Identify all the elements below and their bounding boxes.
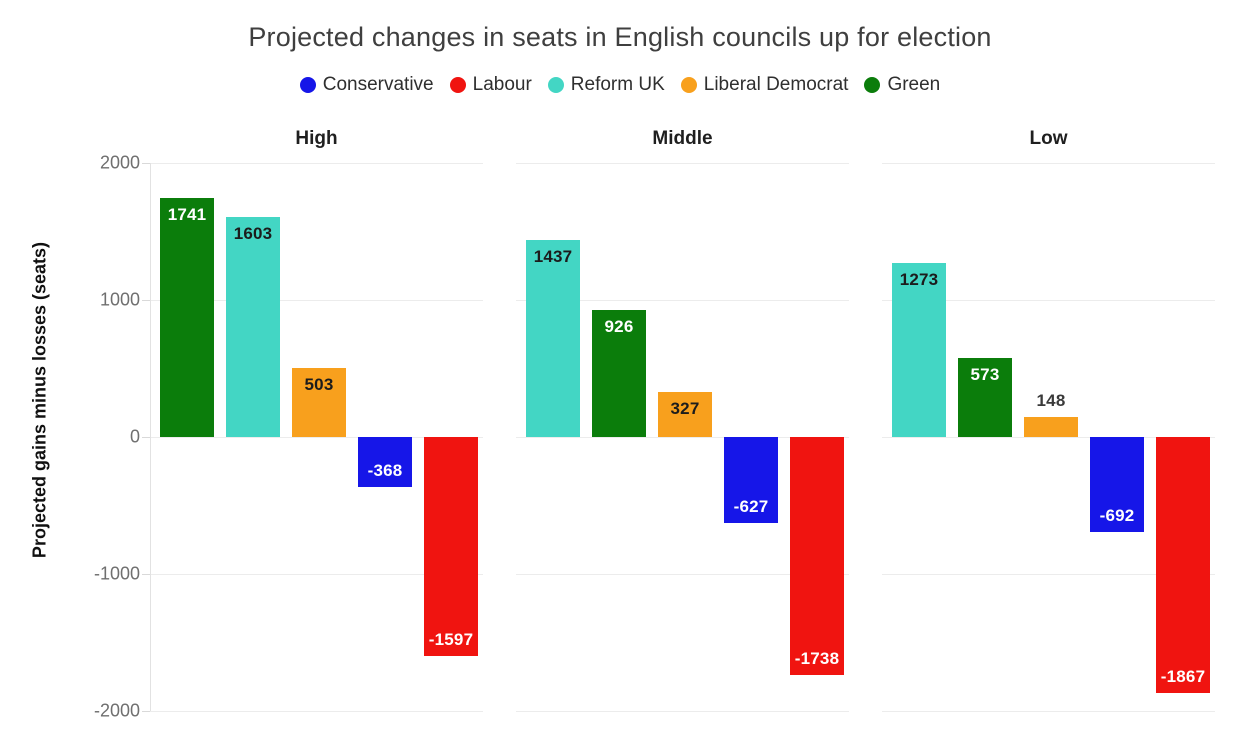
bar-labour: -1867 [1156, 437, 1210, 693]
bar-green: 573 [958, 358, 1012, 437]
legend-label: Reform UK [570, 74, 665, 95]
y-tick-label: 0 [129, 426, 140, 447]
y-tick-label: 1000 [99, 289, 140, 310]
legend-item-reform-uk: Reform UK [547, 74, 665, 96]
legend-item-labour: Labour [449, 74, 532, 96]
bar-reform-uk: 1437 [526, 240, 580, 437]
facet-title-high: High [295, 128, 338, 149]
bar-value-label: -368 [367, 461, 403, 481]
bar-green: 1741 [160, 198, 214, 437]
bar-conservative: -368 [358, 437, 412, 488]
gridline [150, 300, 483, 301]
gridline [150, 711, 483, 712]
bar-value-label: 327 [670, 399, 700, 419]
legend-label: Liberal Democrat [703, 74, 849, 95]
gridline [516, 163, 849, 164]
legend-dot-reform-uk-icon [547, 77, 564, 93]
bar-reform-uk: 1603 [226, 217, 280, 437]
legend-dot-conservative-icon [299, 77, 316, 93]
gridline [516, 300, 849, 301]
legend-dot-labour-icon [449, 77, 466, 93]
bar-value-label: 148 [1036, 390, 1066, 410]
gridline [882, 574, 1215, 575]
gridline [516, 711, 849, 712]
bar-value-label: -1738 [794, 649, 840, 669]
legend-item-liberal-democrat: Liberal Democrat [680, 74, 849, 96]
bar-labour: -1597 [424, 437, 478, 656]
bar-value-label: 1741 [167, 205, 207, 225]
bar-conservative: -627 [724, 437, 778, 523]
bar-value-label: -692 [1099, 505, 1135, 525]
gridline [516, 437, 849, 438]
chart-title: Projected changes in seats in English co… [248, 22, 992, 52]
gridline [882, 437, 1215, 438]
legend-dot-green-icon [864, 77, 881, 93]
bar-labour: -1738 [790, 437, 844, 676]
bar-value-label: 926 [604, 317, 634, 337]
bar-value-label: -1867 [1160, 666, 1206, 686]
y-tick-mark [142, 574, 150, 575]
gridline [882, 300, 1215, 301]
bar-liberal-democrat: 148 [1024, 391, 1078, 437]
y-tick-label: -2000 [93, 700, 140, 721]
y-tick-mark [142, 300, 150, 301]
bar-liberal-democrat: 503 [292, 368, 346, 437]
facet-title-low: Low [1029, 128, 1068, 149]
gridline [882, 163, 1215, 164]
gridline [516, 574, 849, 575]
bar-value-label: 1273 [899, 269, 939, 289]
bar-green: 926 [592, 310, 646, 437]
y-axis-title: Projected gains minus losses (seats) [29, 241, 50, 559]
bar-value-label: 503 [304, 375, 334, 395]
facet-title-middle: Middle [652, 128, 713, 149]
y-tick-mark [142, 711, 150, 712]
gridline [150, 574, 483, 575]
y-tick-label: 2000 [99, 152, 140, 173]
legend-dot-liberal-democrat-icon [680, 77, 697, 93]
bar-conservative: -692 [1090, 437, 1144, 532]
y-tick-mark [142, 437, 150, 438]
y-tick-label: -1000 [93, 563, 140, 584]
gridline [150, 163, 483, 164]
gridline [150, 437, 483, 438]
legend-label: Green [887, 74, 941, 95]
y-axis-line [150, 163, 151, 711]
legend-label: Conservative [322, 74, 434, 95]
legend-item-green: Green [864, 74, 940, 96]
bar-reform-uk: 1273 [892, 262, 946, 437]
bar-value-label: 1437 [533, 247, 573, 267]
legend: Conservative Labour Reform UK Liberal Democ… [0, 74, 1240, 96]
bar-value-label: 573 [970, 365, 1000, 385]
bar-value-label: 1603 [233, 224, 273, 244]
bar-value-label: -627 [733, 496, 769, 516]
y-tick-mark [142, 163, 150, 164]
legend-label: Labour [472, 74, 532, 95]
legend-item-conservative: Conservative [299, 74, 434, 96]
bar-liberal-democrat: 327 [658, 392, 712, 437]
gridline [882, 711, 1215, 712]
bar-value-label: -1597 [428, 629, 474, 649]
